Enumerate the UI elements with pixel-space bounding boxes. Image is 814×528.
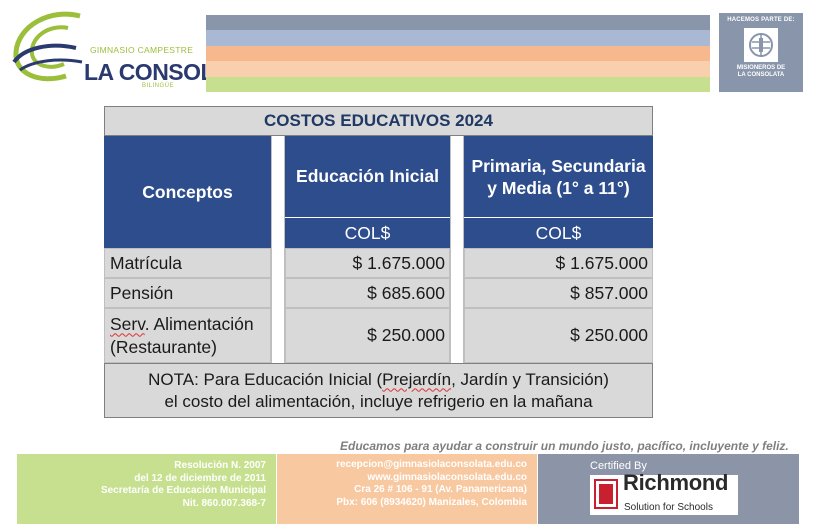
costs-table: COSTOS EDUCATIVOS 2024 Conceptos Educaci… — [104, 106, 653, 418]
missionaries-globe-icon — [744, 28, 778, 62]
row-initial-alimentacion: $ 250.000 — [285, 308, 450, 363]
row-primary-alimentacion: $ 250.000 — [464, 308, 653, 363]
richmond-name: Richmond — [623, 470, 729, 495]
footer-contact: recepcion@gimnasiolaconsolata.edu.co www… — [277, 454, 537, 524]
logo-subtitle: GIMNASIO CAMPESTRE — [90, 45, 194, 55]
contact-phone: Pbx: 606 (8934620) Manizales, Colombia — [336, 496, 527, 508]
header-concepts: Conceptos — [104, 136, 271, 248]
header-primary-line-2: y Media (1° a 11°) — [487, 177, 630, 198]
legal-line: del 12 de diciembre de 2011 — [134, 472, 266, 484]
header-initial: Educación Inicial — [285, 136, 450, 218]
row-initial-pension: $ 685.600 — [285, 278, 450, 308]
concept-line-2: (Restaurante) — [110, 336, 217, 357]
legal-line: Nit. 860.007.368-7 — [182, 497, 266, 509]
row-concept-pension: Pensión — [104, 278, 271, 308]
badge-line-1: MISIONEROS DE — [736, 65, 786, 71]
column-gap — [271, 136, 285, 363]
concept-alimentacion: . Alimentación — [144, 313, 254, 334]
logo-bilingual: BILINGÜE — [142, 83, 175, 89]
footer-slogan: Educamos para ayudar a construir un mund… — [340, 439, 789, 453]
row-primary-matricula: $ 1.675.000 — [464, 248, 653, 278]
stripe — [206, 15, 710, 31]
stripe — [206, 45, 710, 62]
richmond-logo: Richmond Solution for Schools — [590, 470, 738, 515]
note-line-2: el costo del alimentación, incluye refri… — [164, 391, 593, 411]
certified-by-label: Certified By — [590, 460, 647, 472]
table-note: NOTA: Para Educación Inicial (Prejardín,… — [104, 363, 653, 418]
header-color-stripes — [206, 15, 710, 92]
richmond-r-icon — [594, 479, 618, 509]
note-text-a: NOTA: Para Educación Inicial ( — [148, 369, 383, 389]
row-concept-matricula: Matrícula — [104, 248, 271, 278]
row-primary-pension: $ 857.000 — [464, 278, 653, 308]
row-initial-matricula: $ 1.675.000 — [285, 248, 450, 278]
concept-serv: Serv — [110, 313, 145, 334]
legal-line: Secretaría de Educación Municipal — [100, 485, 266, 496]
note-line-1: NOTA: Para Educación Inicial (Prejardín,… — [148, 369, 609, 391]
contact-address: Cra 26 # 106 - 91 (Av. Panamericana) — [354, 484, 527, 495]
concept-line-1: Serv. Alimentación — [110, 313, 254, 336]
note-text-c: , Jardín y Transición) — [451, 369, 609, 389]
column-gap — [450, 136, 464, 363]
currency-primary: COL$ — [464, 218, 653, 248]
consolata-swirl-icon — [12, 11, 83, 82]
footer-legal: Resolución N. 2007 del 12 de diciembre d… — [17, 454, 276, 524]
badge-line-2: LA CONSOLATA — [737, 72, 785, 78]
contact-website[interactable]: www.gimnasiolaconsolata.edu.co — [367, 471, 527, 483]
currency-initial: COL$ — [285, 218, 450, 248]
row-concept-alimentacion: Serv. Alimentación (Restaurante) — [104, 308, 271, 363]
legal-line: Resolución N. 2007 — [174, 460, 266, 471]
stripe — [206, 76, 710, 92]
badge-top-text: HACEMOS PARTE DE: — [727, 17, 795, 23]
footer-certification: Certified By Richmond Solution for Schoo… — [538, 454, 799, 524]
missionaries-badge: HACEMOS PARTE DE: MISIONEROS DE LA CONSO… — [719, 13, 803, 92]
contact-email[interactable]: recepcion@gimnasiolaconsolata.edu.co — [336, 459, 527, 470]
richmond-subtitle: Solution for Schools — [624, 502, 713, 513]
stripe — [206, 61, 710, 77]
stripe — [206, 30, 710, 46]
note-prejardin: Prejardín — [382, 369, 452, 389]
school-logo: GIMNASIO CAMPESTRE LA CONSOLATA BILINGÜE — [10, 8, 257, 90]
header-primary: Primaria, Secundaria y Media (1° a 11°) — [464, 136, 653, 218]
table-title: COSTOS EDUCATIVOS 2024 — [104, 106, 653, 136]
header-primary-line-1: Primaria, Secundaria — [471, 155, 646, 176]
